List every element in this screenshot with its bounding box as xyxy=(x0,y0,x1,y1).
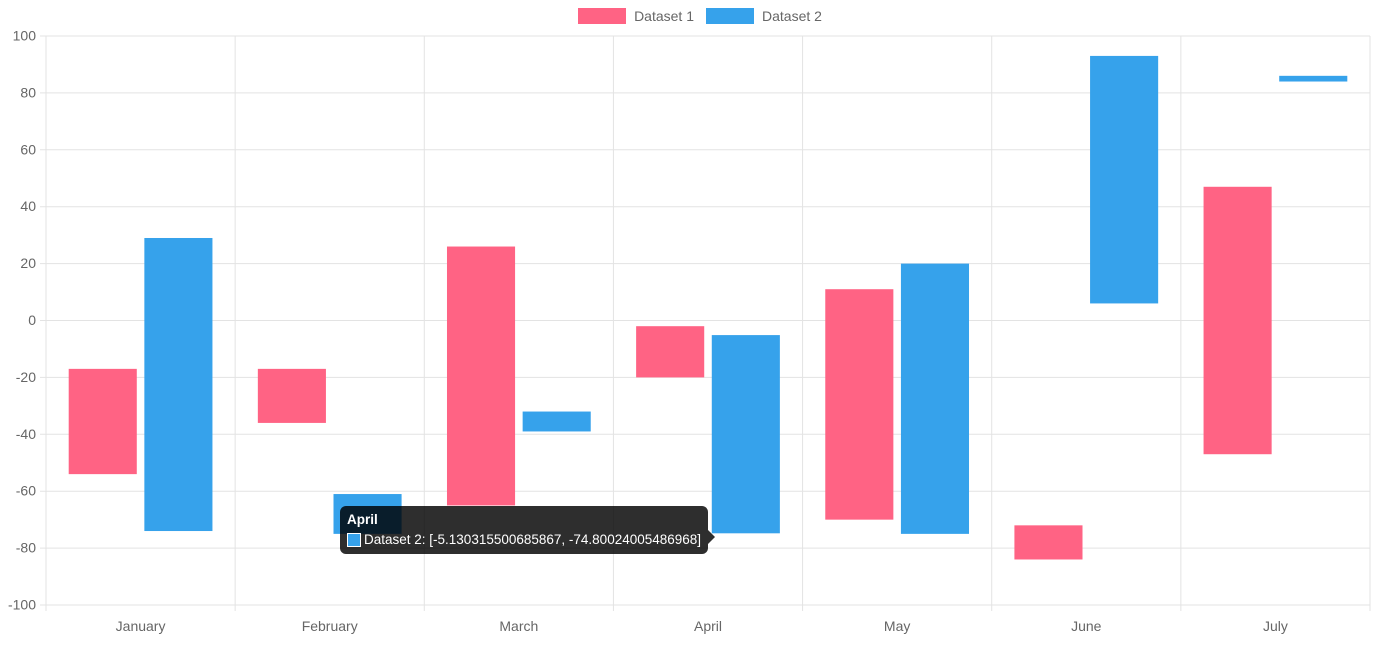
tooltip-row: Dataset 2: [-5.130315500685867, -74.8002… xyxy=(347,532,701,547)
y-tick-label: 100 xyxy=(13,28,37,44)
bar-dataset-1-march xyxy=(446,246,516,506)
tooltip-label: Dataset 2: [-5.130315500685867, -74.8002… xyxy=(364,532,702,547)
tooltip-swatch xyxy=(347,532,361,547)
y-tick-label: 40 xyxy=(20,198,36,214)
y-tick-label: -60 xyxy=(16,483,36,499)
bar-dataset-1-july xyxy=(1203,186,1272,455)
tooltip-caret xyxy=(708,530,716,544)
bar-dataset-2-july xyxy=(1279,75,1348,82)
bar-dataset-1-april xyxy=(636,326,705,378)
y-tick-label: 80 xyxy=(20,84,36,100)
bar-dataset-2-may xyxy=(900,263,970,534)
x-tick-label: May xyxy=(884,618,910,634)
y-tick-label: -40 xyxy=(16,426,36,442)
bar-dataset-1-january xyxy=(68,368,137,475)
y-tick-label: -100 xyxy=(8,597,36,613)
bar-dataset-2-january xyxy=(144,237,213,532)
legend-label: Dataset 2 xyxy=(762,8,822,24)
legend-item[interactable]: Dataset 1 xyxy=(578,6,694,26)
y-tick-label: 0 xyxy=(28,312,36,328)
x-tick-label: February xyxy=(302,618,358,634)
bar-dataset-2-april xyxy=(711,335,780,534)
x-tick-label: January xyxy=(116,618,166,634)
y-tick-label: 60 xyxy=(20,141,36,157)
chart-tooltip: April Dataset 2: [-5.130315500685867, -7… xyxy=(340,506,716,554)
bar-dataset-2-march xyxy=(522,411,591,432)
bar-dataset-1-may xyxy=(825,289,894,520)
x-tick-label: April xyxy=(694,618,722,634)
tooltip-title: April xyxy=(347,512,378,527)
x-tick-label: March xyxy=(499,618,538,634)
chart-legend: Dataset 1 Dataset 2 xyxy=(0,6,1400,26)
y-tick-label: 20 xyxy=(20,255,36,271)
bar-dataset-2-june xyxy=(1090,55,1159,304)
legend-swatch xyxy=(578,8,627,24)
legend-item[interactable]: Dataset 2 xyxy=(706,6,822,26)
bar-dataset-1-february xyxy=(257,368,326,423)
legend-label: Dataset 1 xyxy=(634,8,694,24)
x-tick-label: July xyxy=(1263,618,1288,634)
y-tick-label: -20 xyxy=(16,369,36,385)
x-tick-label: June xyxy=(1071,618,1102,634)
legend-swatch xyxy=(706,8,754,24)
bar-dataset-1-june xyxy=(1014,525,1083,560)
y-tick-label: -80 xyxy=(16,540,36,556)
